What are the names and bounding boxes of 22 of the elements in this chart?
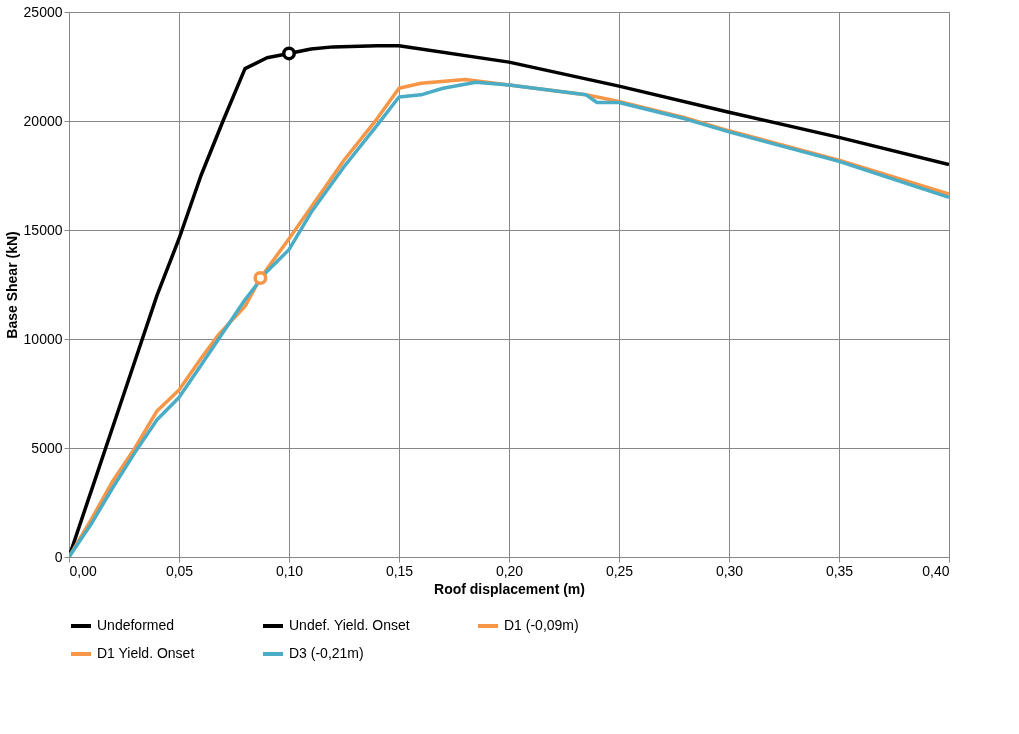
x-tick-label: 0,35 (825, 562, 854, 579)
y-tick-label: 5000 (31, 439, 63, 456)
y-tick-label: 0 (54, 548, 63, 565)
legend-label: D3 (-0,21m) (289, 645, 364, 661)
legend-label: D1 (-0,09m) (504, 617, 579, 633)
legend-label: Undeformed (97, 617, 175, 633)
x-tick-label: 0,20 (495, 562, 524, 579)
x-tick-label: 0,25 (605, 562, 634, 579)
y-tick-label: 15000 (23, 221, 63, 238)
y-tick-label: 20000 (23, 112, 63, 129)
x-tick-label: 0,15 (385, 562, 414, 579)
legend-label: Undef. Yield. Onset (289, 617, 410, 633)
x-tick-label: 0,10 (275, 562, 304, 579)
x-tick-label: 0,30 (715, 562, 744, 579)
y-axis-title: Base Shear (kN) (3, 231, 20, 339)
x-tick-label: 0,05 (165, 562, 194, 579)
y-tick-label: 25000 (23, 3, 63, 20)
x-tick-label: 0,00 (69, 562, 97, 579)
x-axis-title: Roof displacement (m) (434, 580, 585, 597)
x-tick-label: 0,40 (922, 562, 950, 579)
legend-label: D1 Yield. Onset (97, 645, 195, 661)
y-tick-label: 10000 (23, 330, 63, 347)
